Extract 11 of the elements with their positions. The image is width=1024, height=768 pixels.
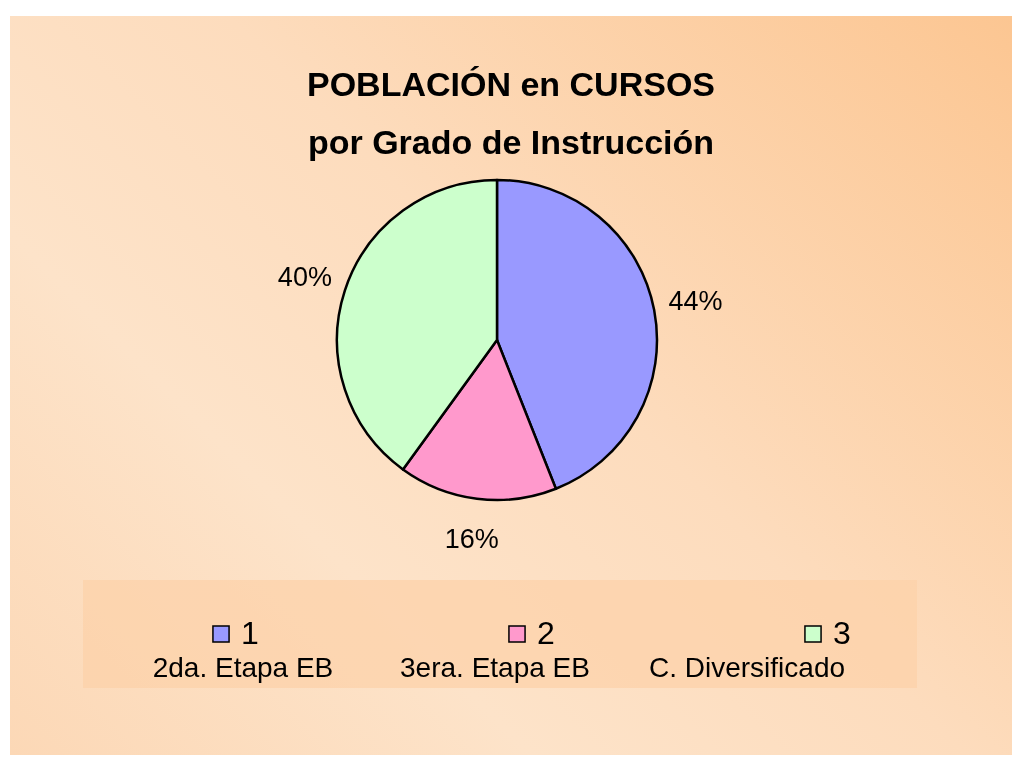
legend-label: 3 <box>833 615 851 651</box>
legend-label: 2 <box>537 615 555 651</box>
text: C. Diversificado <box>648 652 846 683</box>
legend-label: 1 <box>241 615 259 651</box>
chart-title: POBLACIÓN en CURSOS <box>306 64 716 103</box>
data-label: 44% <box>668 286 723 317</box>
chart-subtitle: por Grado de Instrucción <box>307 122 715 161</box>
text: 2da. Etapa EB <box>152 652 334 683</box>
data-label: 16% <box>444 524 499 555</box>
data-label: 40% <box>277 261 332 292</box>
text: 3era. Etapa EB <box>400 652 590 683</box>
